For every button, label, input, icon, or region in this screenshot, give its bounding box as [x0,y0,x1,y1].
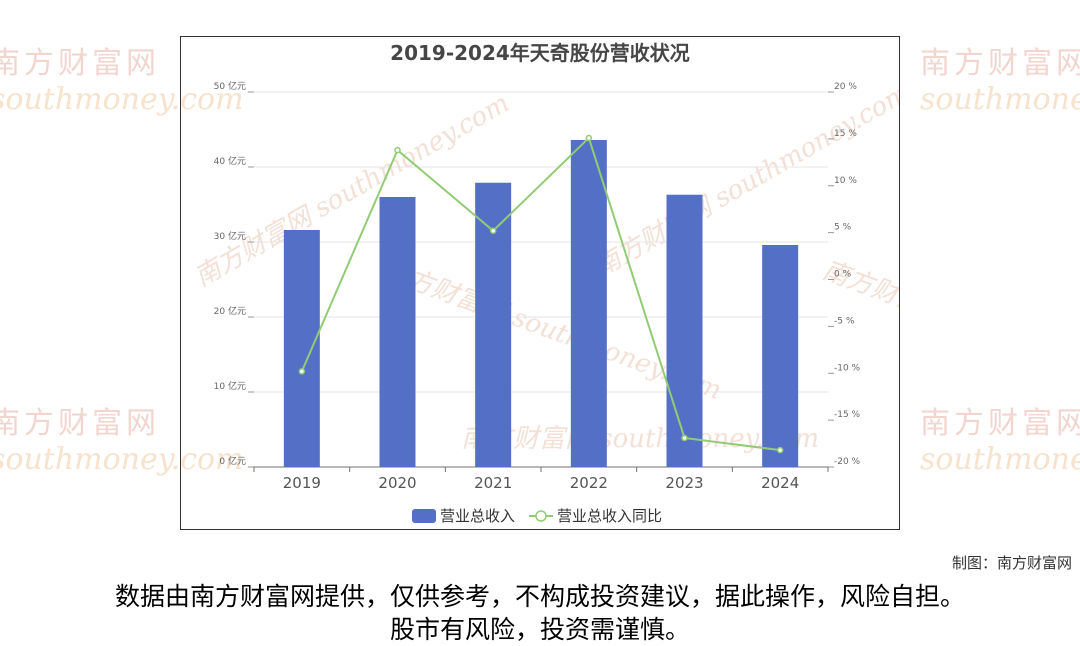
y-left-tick-label: 20 亿元 [214,305,246,317]
chart-frame: 南方财富网 southmoney.com 南方财富网 southmoney.com… [180,36,900,530]
y-left-tick-label: 10 亿元 [214,380,246,392]
line-point [489,227,497,234]
y-right-tick-label: 15 % [834,129,857,139]
watermark-inner: 南方财富网 southmoney.com [190,88,515,293]
series-line [300,136,781,452]
watermark-cn: 南方财富网 [920,46,1080,81]
x-tick-label: 2021 [474,474,512,492]
chart-title: 2019-2024年天奇股份营收状况 [390,41,690,65]
chart-credit: 制图：南方财富网 [951,554,1072,572]
y-right-tick-label: -5 % [834,316,855,326]
watermark-cn: 南方财富网 [920,406,1080,441]
y-right-tick-label: 10 % [834,176,857,186]
watermark-inner: 南方财富网 southmoney.com [461,424,819,454]
x-tick-label: 2023 [665,474,703,492]
legend-label-bar: 营业总收入 [440,507,515,525]
y-right-tick-label: 20 % [834,82,857,92]
y-right-tick-label: -10 % [834,363,861,373]
grid-layer [254,91,828,468]
line-point [776,446,784,454]
bar [283,230,320,467]
bar [762,245,799,467]
bar [475,182,512,467]
y-left-tick-label: 40 亿元 [214,155,246,167]
bar [379,197,416,467]
bars-layer [283,140,799,467]
axis-layer: 0 亿元 10 亿元 20 亿元 30 亿元 40 亿元 50 亿元 -20 % -15 % -… [214,80,861,492]
line-point [681,434,688,442]
y-right-tick-label: -15 % [834,410,861,420]
watermark-en: southmoney.com [920,82,1080,117]
y-left-tick-label: 0 亿元 [219,455,246,467]
x-tick-label: 2020 [378,474,416,492]
watermark-inner: 南方财富网 southmoney.com [819,255,899,406]
disclaimer-line-1: 数据由南方财富网提供，仅供参考，不构成投资建议，据此操作，风险自担。 [114,582,965,611]
watermark-top-right: 南方财富网 southmoney.com [920,38,1080,117]
line-layer [298,134,784,454]
x-tick-label: 2024 [761,474,799,492]
x-tick-label: 2019 [283,474,321,492]
y-right-tick-label: 0 % [834,270,852,280]
bar [570,140,607,467]
y-left-tick-label: 50 亿元 [214,80,246,92]
disclaimer-line-2: 股市有风险，投资需谨慎。 [389,615,690,644]
legend-swatch-point [535,510,547,522]
y-left-tick-label: 30 亿元 [214,230,246,242]
legend[interactable]: 营业总收入 营业总收入同比 [412,507,662,525]
line-point [394,146,401,154]
y-right-tick-label: 5 % [834,223,852,233]
watermark-en: southmoney.com [920,442,1080,477]
watermark-bottom-right: 南方财富网 southmoney.com [920,398,1080,477]
bar [666,194,703,467]
line-point [298,368,306,375]
legend-label-line: 营业总收入同比 [557,507,662,525]
x-tick-label: 2022 [570,474,608,492]
y-right-tick-label: -20 % [834,457,861,467]
line-point [585,134,593,142]
legend-swatch-bar [412,509,436,523]
